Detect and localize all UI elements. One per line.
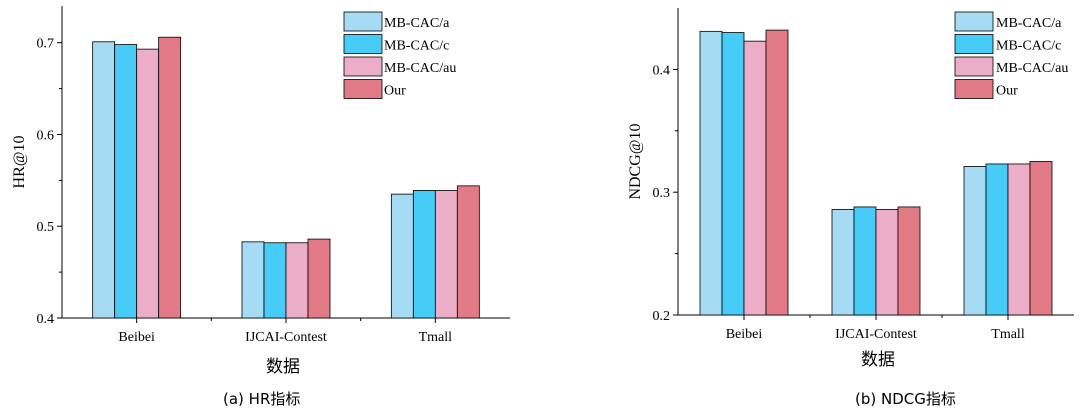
y-tick-label: 0.5 (37, 220, 55, 235)
bar-mb-cac-c-ijcai-contest (263, 242, 287, 319)
bar-mb-cac-c-beibei (114, 44, 138, 319)
x-tick-label: IJCAI-Contest (835, 327, 917, 342)
bar-mb-cac-c-beibei (721, 32, 745, 316)
legend-label: MB-CAC/a (384, 16, 450, 31)
legend-swatch (954, 79, 994, 99)
figure-caption: (a) HR指标 (223, 390, 300, 408)
bar-mb-cac-a-beibei (699, 30, 723, 316)
legend-swatch (343, 56, 383, 77)
bar-mb-cac-au-ijcai-contest (875, 208, 899, 316)
y-tick-label: 0.2 (653, 309, 671, 324)
bar-our-beibei (765, 29, 789, 316)
bar-mb-cac-au-beibei (136, 48, 160, 319)
legend-label: MB-CAC/c (996, 39, 1061, 54)
x-tick-label: Tmall (419, 330, 453, 345)
x-tick-label: Beibei (726, 327, 763, 342)
y-tick-label: 0.6 (37, 128, 55, 143)
y-tick-label: 0.4 (653, 63, 671, 78)
bar-our-ijcai-contest (897, 206, 921, 316)
legend-swatch (343, 79, 383, 99)
y-axis-label: HR@10 (11, 136, 28, 189)
bar-mb-cac-au-ijcai-contest (285, 242, 309, 319)
x-tick-label: IJCAI-Contest (245, 330, 327, 345)
x-axis-label: 数据 (266, 357, 300, 377)
legend-swatch (954, 56, 994, 77)
y-tick-label: 0.7 (37, 37, 55, 52)
bar-our-beibei (158, 36, 182, 319)
legend-swatch (343, 34, 383, 54)
x-tick-label: Beibei (118, 330, 155, 345)
bar-mb-cac-a-ijcai-contest (241, 241, 265, 319)
bar-mb-cac-au-tmall (434, 190, 458, 319)
legend-label: Our (996, 84, 1018, 99)
bar-mb-cac-a-beibei (92, 41, 116, 319)
legend-swatch (954, 34, 994, 54)
legend-label: MB-CAC/au (384, 61, 456, 76)
bar-our-tmall (456, 185, 480, 319)
x-axis-label: 数据 (861, 350, 895, 370)
y-tick-label: 0.3 (653, 186, 671, 201)
x-tick-label: Tmall (991, 327, 1025, 342)
bar-our-tmall (1029, 161, 1053, 316)
chart-panel-hr: 0.4 0.5 0.6 0.7 Beibei IJCAI-Contest Tmall 数据 HR… (11, 6, 510, 408)
bar-mb-cac-au-beibei (743, 40, 767, 316)
bar-mb-cac-c-ijcai-contest (853, 206, 877, 316)
bar-our-ijcai-contest (307, 238, 331, 319)
bar-mb-cac-a-tmall (963, 166, 987, 316)
bar-mb-cac-a-ijcai-contest (831, 208, 855, 316)
bar-mb-cac-a-tmall (390, 193, 414, 319)
legend-swatch (954, 11, 994, 32)
legend-label: MB-CAC/au (996, 61, 1068, 76)
legend-label: MB-CAC/c (384, 39, 449, 54)
y-tick-label: 0.4 (37, 312, 55, 327)
figure-caption: (b) NDCG指标 (855, 390, 956, 408)
legend-swatch (343, 11, 383, 32)
legend-label: MB-CAC/a (996, 16, 1062, 31)
bar-mb-cac-au-tmall (1007, 163, 1031, 316)
bar-mb-cac-c-tmall (985, 163, 1009, 316)
legend-label: Our (384, 84, 406, 99)
chart-panel-ndcg: 0.2 0.3 0.4 Beibei IJCAI-Contest Tmall 数据 NDCG@… (627, 8, 1074, 408)
y-axis-label: NDCG@10 (627, 123, 644, 199)
bar-mb-cac-c-tmall (412, 190, 436, 319)
